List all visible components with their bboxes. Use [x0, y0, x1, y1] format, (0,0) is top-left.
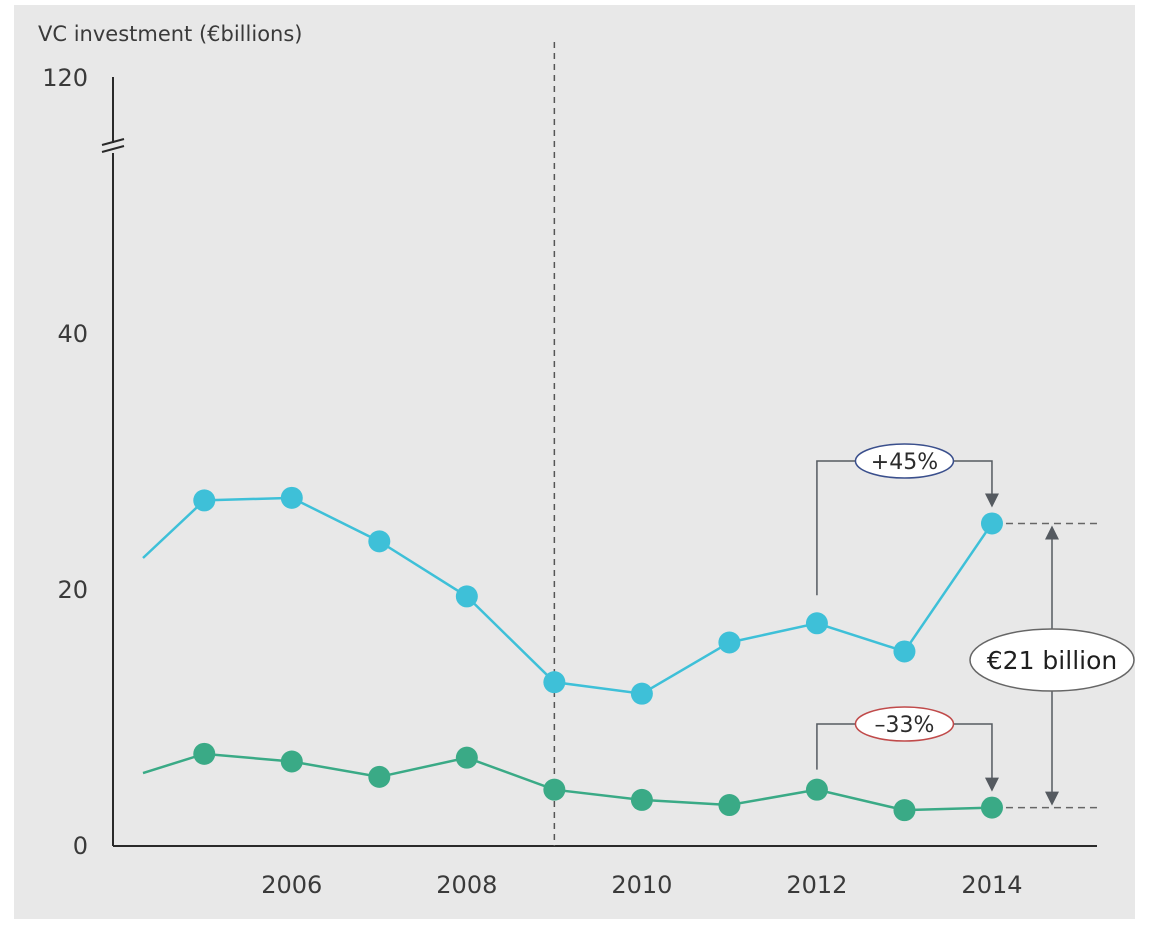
- data-point: [980, 512, 1003, 535]
- series-line: [142, 752, 993, 812]
- y-axis-break-icon: [101, 138, 125, 153]
- data-point: [280, 750, 303, 773]
- series-line: [142, 496, 994, 695]
- chart-title: VC investment (€billions): [38, 22, 302, 46]
- data-point: [718, 631, 741, 654]
- x-tick-label: 2012: [786, 871, 847, 899]
- x-tick-label: 2006: [261, 871, 322, 899]
- x-tick-label: 2010: [611, 871, 672, 899]
- decrease-callout-bubble: [854, 706, 955, 742]
- data-point: [718, 794, 741, 817]
- gap-arrowhead-up-icon: [1045, 525, 1059, 540]
- y-tick-label: 40: [57, 320, 88, 348]
- increase-arrowhead-icon: [984, 493, 999, 508]
- data-point: [368, 765, 391, 788]
- data-point: [980, 796, 1003, 819]
- data-point: [543, 671, 566, 694]
- data-point: [893, 640, 916, 663]
- y-tick-label: 120: [42, 64, 88, 92]
- data-point: [455, 585, 478, 608]
- gap-arrowhead-down-icon: [1045, 791, 1059, 806]
- data-point: [893, 799, 916, 822]
- increase-callout-bubble: [854, 443, 955, 479]
- data-point: [630, 682, 653, 705]
- data-point: [193, 742, 216, 765]
- decrease-callout-label: –33%: [874, 713, 934, 738]
- series-layer: [142, 486, 1003, 822]
- data-point: [368, 530, 391, 553]
- gap-callout-label: €21 billion: [987, 646, 1117, 675]
- y-axis-ticks: 0 20 40 120: [42, 64, 88, 860]
- x-tick-label: 2008: [436, 871, 497, 899]
- data-point: [543, 778, 566, 801]
- data-point: [455, 746, 478, 769]
- increase-bracket-arrow: [816, 460, 993, 596]
- data-point: [280, 486, 303, 509]
- data-point: [193, 489, 216, 512]
- annotation-layer: +45% –33% €21 billion: [816, 443, 1135, 809]
- data-point: [630, 788, 653, 811]
- data-point: [805, 778, 828, 801]
- x-axis-ticks: 2006 2008 2010 2012 2014: [261, 871, 1022, 899]
- x-tick-label: 2014: [961, 871, 1022, 899]
- increase-callout-label: +45%: [871, 450, 938, 475]
- y-tick-label: 0: [73, 832, 88, 860]
- decrease-arrowhead-icon: [984, 777, 999, 792]
- y-tick-label: 20: [57, 576, 88, 604]
- gap-callout-bubble: [969, 628, 1135, 692]
- data-point: [805, 612, 828, 635]
